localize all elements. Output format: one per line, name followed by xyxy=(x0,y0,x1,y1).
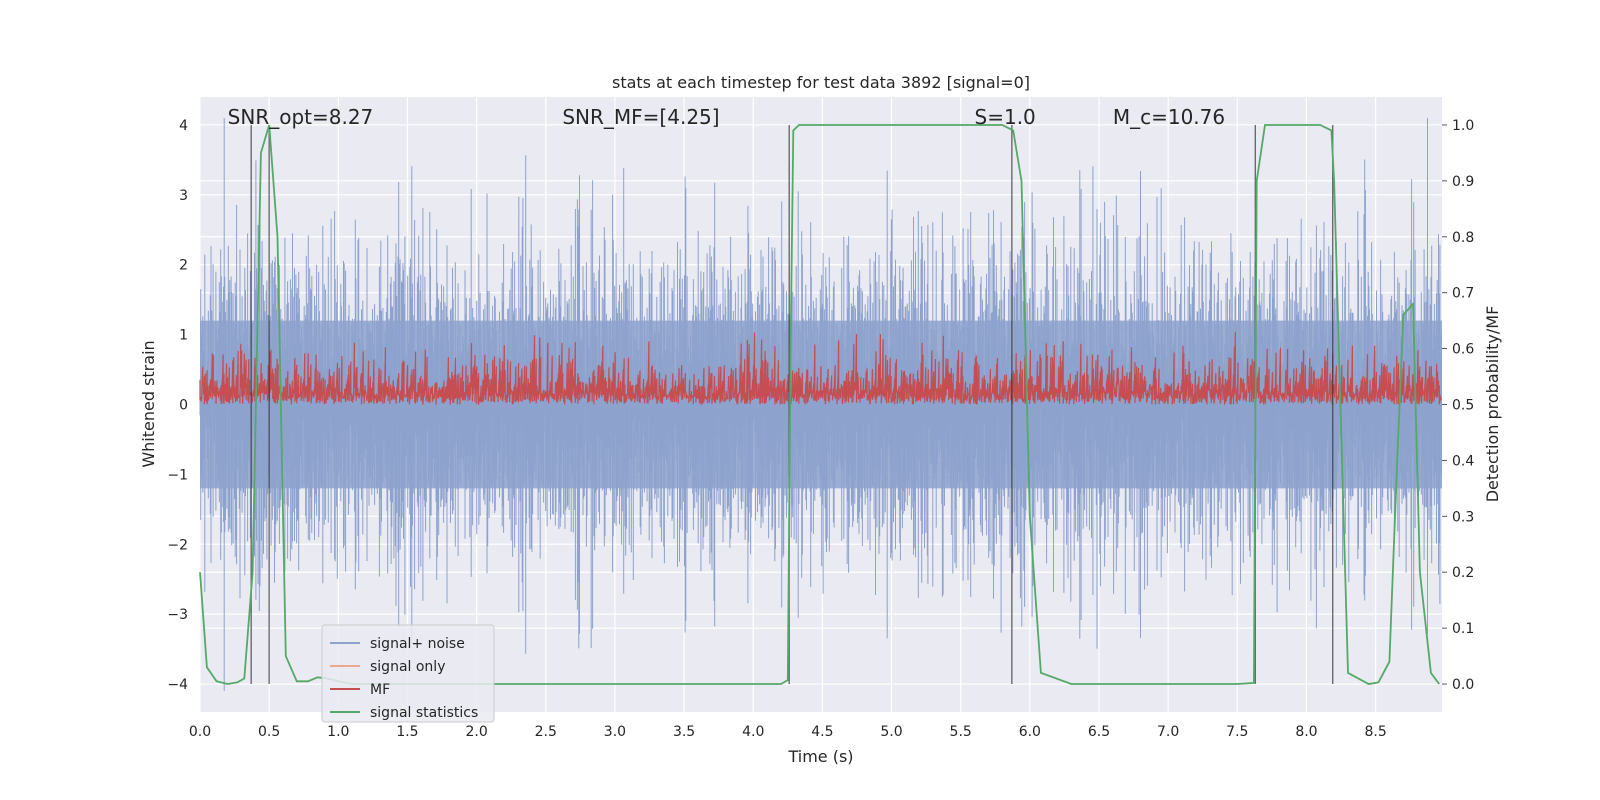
x-tick-label: 7.5 xyxy=(1226,724,1248,740)
signal-statistics-line xyxy=(199,124,1440,685)
y-left-tick-label: 4 xyxy=(179,118,188,134)
legend-box xyxy=(321,624,495,723)
x-tick-label: 1.5 xyxy=(396,724,418,740)
y-axis-label-left: Whitened strain xyxy=(139,340,158,467)
y-right-tick-label: 0.0 xyxy=(1452,677,1474,693)
y-left-tick-label: 1 xyxy=(179,328,188,344)
mf-trace xyxy=(199,331,1442,405)
y-left-tick-label: 2 xyxy=(179,258,188,274)
y-left-tick-label: −1 xyxy=(167,467,188,483)
annotation-3: M_c=10.76 xyxy=(1113,105,1225,129)
x-tick-label: 4.0 xyxy=(742,724,764,740)
x-tick-label: 3.0 xyxy=(604,724,626,740)
x-tick-label: 8.5 xyxy=(1364,724,1386,740)
y-left-tick-label: 0 xyxy=(179,398,188,414)
x-tick-labels: 0.0 0.5 1.0 1.5 2.0 2.5 3.0 3.5 4.0 4.5 5.0 5.5 6.0 6… xyxy=(189,724,1387,740)
x-tick-label: 5.5 xyxy=(950,724,972,740)
series-mf xyxy=(199,331,1442,405)
x-axis-label: Time (s) xyxy=(787,747,853,766)
legend: signal+ noise signal only MF signal statist… xyxy=(321,624,495,723)
annotation-2: S=1.0 xyxy=(975,105,1036,129)
annotations: SNR_opt=8.27 SNR_MF=[4.25] S=1.0 M_c=10.76 xyxy=(228,105,1225,129)
y-right-tick-label: 0.1 xyxy=(1452,621,1474,637)
x-tick-label: 4.5 xyxy=(811,724,833,740)
chart-title: stats at each timestep for test data 389… xyxy=(612,73,1030,92)
y-right-tick-label: 0.8 xyxy=(1452,230,1474,246)
y-right-tick-labels: 0.0 0.1 0.2 0.3 0.4 0.5 0.6 0.7 0.8 0.9 1.0 xyxy=(1442,118,1474,693)
x-tick-label: 0.0 xyxy=(189,724,211,740)
x-tick-label: 5.0 xyxy=(880,724,902,740)
y-right-tick-label: 0.4 xyxy=(1452,453,1474,469)
y-left-tick-label: 3 xyxy=(179,188,188,204)
legend-label: signal statistics xyxy=(370,705,478,721)
y-right-tick-label: 0.2 xyxy=(1452,565,1474,581)
y-right-tick-label: 1.0 xyxy=(1452,118,1474,134)
y-left-tick-label: −2 xyxy=(167,537,188,553)
x-tick-label: 1.0 xyxy=(327,724,349,740)
x-tick-label: 2.5 xyxy=(535,724,557,740)
y-axis-label-right: Detection probability/MF xyxy=(1483,306,1502,503)
annotation-1: SNR_MF=[4.25] xyxy=(562,105,719,129)
y-left-tick-label: −4 xyxy=(167,677,188,693)
y-left-tick-labels: −4 −3 −2 −1 0 1 2 3 4 xyxy=(167,118,188,693)
x-tick-label: 8.0 xyxy=(1295,724,1317,740)
y-left-tick-label: −3 xyxy=(167,607,188,623)
x-tick-label: 6.0 xyxy=(1019,724,1041,740)
x-tick-label: 6.5 xyxy=(1088,724,1110,740)
annotation-0: SNR_opt=8.27 xyxy=(228,105,374,129)
y-right-tick-label: 0.3 xyxy=(1452,509,1474,525)
y-right-tick-label: 0.7 xyxy=(1452,286,1474,302)
x-tick-label: 2.0 xyxy=(465,724,487,740)
x-tick-label: 7.0 xyxy=(1157,724,1179,740)
legend-label: signal+ noise xyxy=(370,636,465,652)
y-right-tick-label: 0.5 xyxy=(1452,398,1474,414)
legend-label: signal only xyxy=(370,659,445,675)
x-tick-label: 3.5 xyxy=(673,724,695,740)
series-signal-statistics xyxy=(199,124,1440,685)
y-right-tick-label: 0.9 xyxy=(1452,174,1474,190)
x-tick-label: 0.5 xyxy=(258,724,280,740)
y-right-tick-label: 0.6 xyxy=(1452,342,1474,358)
legend-label: MF xyxy=(370,682,390,698)
